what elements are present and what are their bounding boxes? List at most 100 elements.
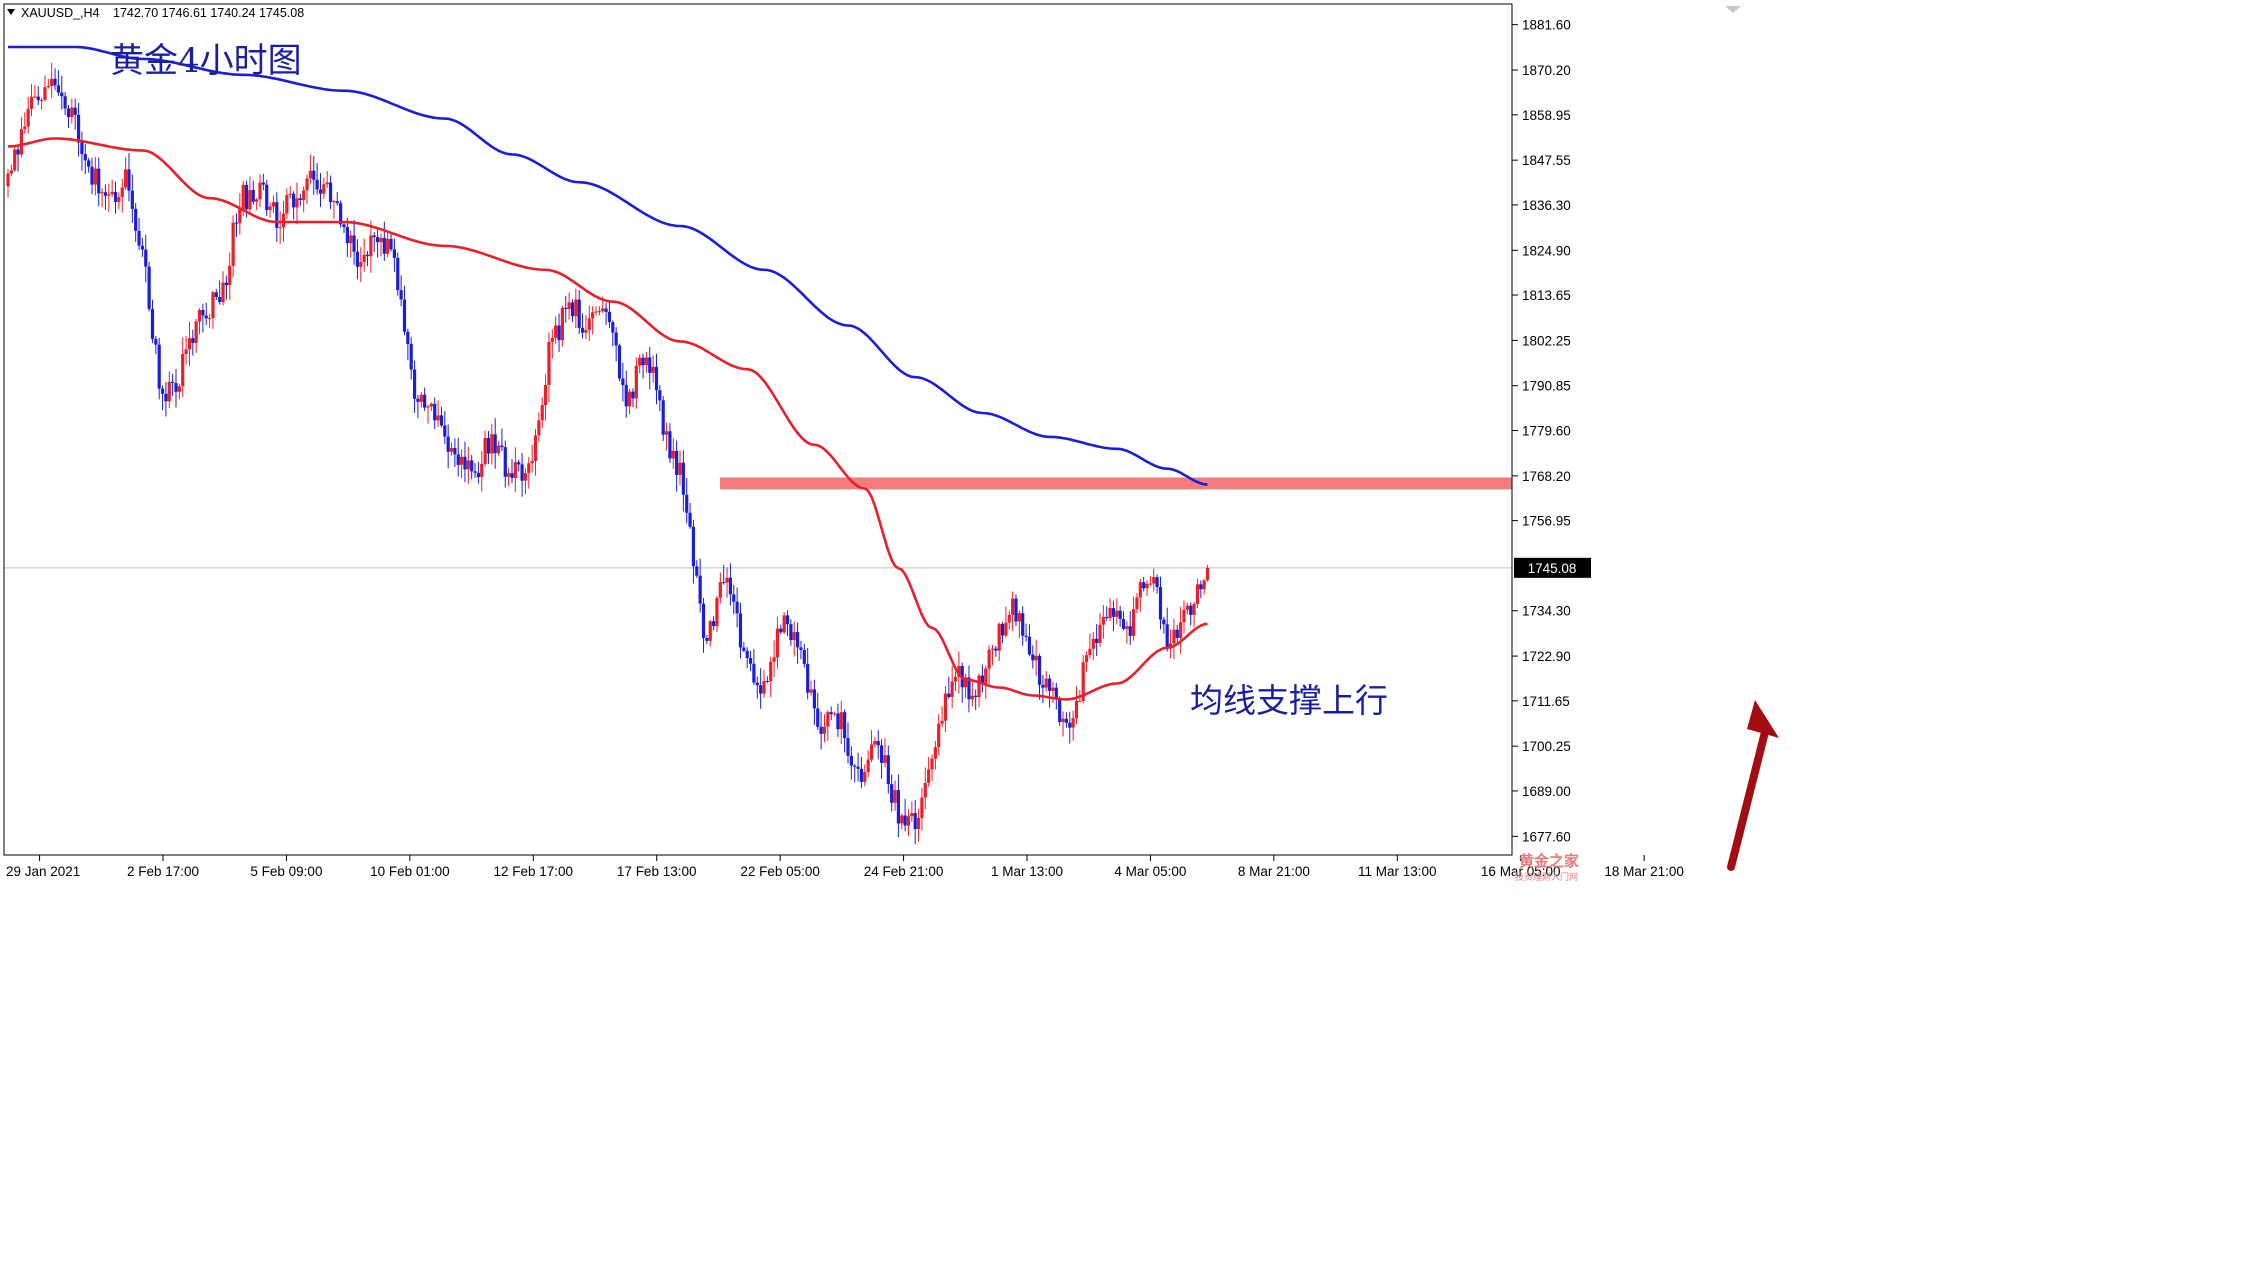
candle-body — [110, 191, 114, 195]
candle — [974, 689, 978, 711]
candle — [628, 388, 632, 415]
candle — [500, 428, 504, 452]
y-tick-label: 1813.65 — [1522, 288, 1571, 303]
candle — [809, 680, 813, 696]
candle — [402, 285, 407, 336]
candle-body — [318, 189, 323, 194]
candle-body — [1054, 687, 1058, 700]
candle — [127, 153, 131, 202]
candle — [644, 351, 648, 373]
candle — [33, 84, 37, 99]
symbol-dropdown-icon[interactable] — [7, 9, 15, 15]
candle-body — [923, 783, 927, 798]
candle-body — [1014, 598, 1018, 622]
candle — [1071, 710, 1075, 741]
candle — [1189, 602, 1193, 626]
candle — [1048, 674, 1052, 708]
candle-body — [554, 325, 558, 338]
candle — [453, 438, 457, 468]
candle-body — [994, 648, 998, 651]
y-tick-label: 1677.60 — [1522, 829, 1571, 844]
candle-body — [40, 99, 44, 101]
candle-body — [1105, 616, 1109, 619]
candle — [90, 157, 94, 195]
candle-body — [1132, 608, 1136, 636]
candle-body — [980, 675, 984, 685]
candle — [359, 247, 363, 283]
candle-body — [466, 460, 470, 470]
candle — [345, 217, 349, 258]
candle — [1195, 578, 1200, 609]
candle-body — [1148, 583, 1152, 585]
candle-body — [292, 193, 296, 208]
candle-body — [167, 381, 171, 402]
candle — [255, 197, 259, 210]
candle-body — [315, 179, 319, 190]
candle — [1202, 579, 1206, 595]
candle-body — [732, 594, 736, 602]
candle-body — [930, 758, 934, 770]
candle — [261, 173, 265, 191]
candle — [191, 329, 195, 356]
candle — [1162, 616, 1166, 634]
candle — [63, 91, 67, 116]
candle-body — [806, 663, 810, 693]
candle-body — [234, 222, 239, 224]
candle-body — [880, 745, 884, 763]
candle — [557, 313, 561, 353]
candle — [386, 232, 390, 258]
candle-body — [933, 747, 937, 759]
candle — [584, 315, 588, 340]
candle — [513, 447, 517, 493]
candle — [779, 624, 783, 635]
candle-body — [685, 494, 689, 513]
resistance-zone — [720, 477, 1512, 490]
candle — [6, 168, 10, 198]
candle — [66, 105, 71, 128]
candle — [251, 180, 255, 205]
candle-body — [742, 647, 746, 651]
candle — [275, 192, 279, 243]
candle-body — [621, 378, 625, 386]
candle-body — [816, 708, 820, 727]
candle-body — [937, 723, 941, 748]
candle — [1037, 653, 1042, 700]
candle — [113, 181, 118, 214]
candle-body — [97, 168, 101, 194]
candle — [940, 705, 944, 728]
candle — [160, 385, 165, 410]
candle — [352, 219, 356, 265]
candle — [1128, 611, 1132, 645]
symbol-label[interactable]: XAUUSD_,H4 — [21, 6, 100, 20]
candle-body — [886, 755, 890, 785]
candle-body — [342, 224, 346, 228]
candle — [970, 681, 974, 707]
candle — [829, 706, 833, 721]
y-tick-label: 1824.90 — [1522, 243, 1571, 258]
candle — [617, 343, 622, 382]
moving-average-short — [7, 137, 1208, 701]
candle-body — [339, 203, 343, 225]
candle-body — [1108, 608, 1112, 619]
x-tick-label: 18 Mar 21:00 — [1604, 864, 1684, 879]
x-tick-label: 22 Feb 05:00 — [740, 864, 820, 879]
candle-body — [419, 394, 423, 402]
candle — [654, 353, 659, 405]
candle-body — [1125, 626, 1129, 629]
candle — [937, 714, 941, 756]
candle-body — [500, 445, 504, 448]
candle-body — [1172, 629, 1176, 644]
candle — [164, 381, 168, 417]
candle — [349, 230, 353, 258]
candle — [312, 156, 316, 196]
candle — [29, 84, 34, 117]
candle-body — [537, 420, 541, 436]
candle — [587, 305, 591, 341]
scroll-marker-icon[interactable] — [1725, 6, 1741, 13]
candle-body — [73, 107, 77, 115]
candle — [732, 584, 736, 615]
candle-body — [268, 206, 272, 211]
candle — [906, 809, 911, 837]
